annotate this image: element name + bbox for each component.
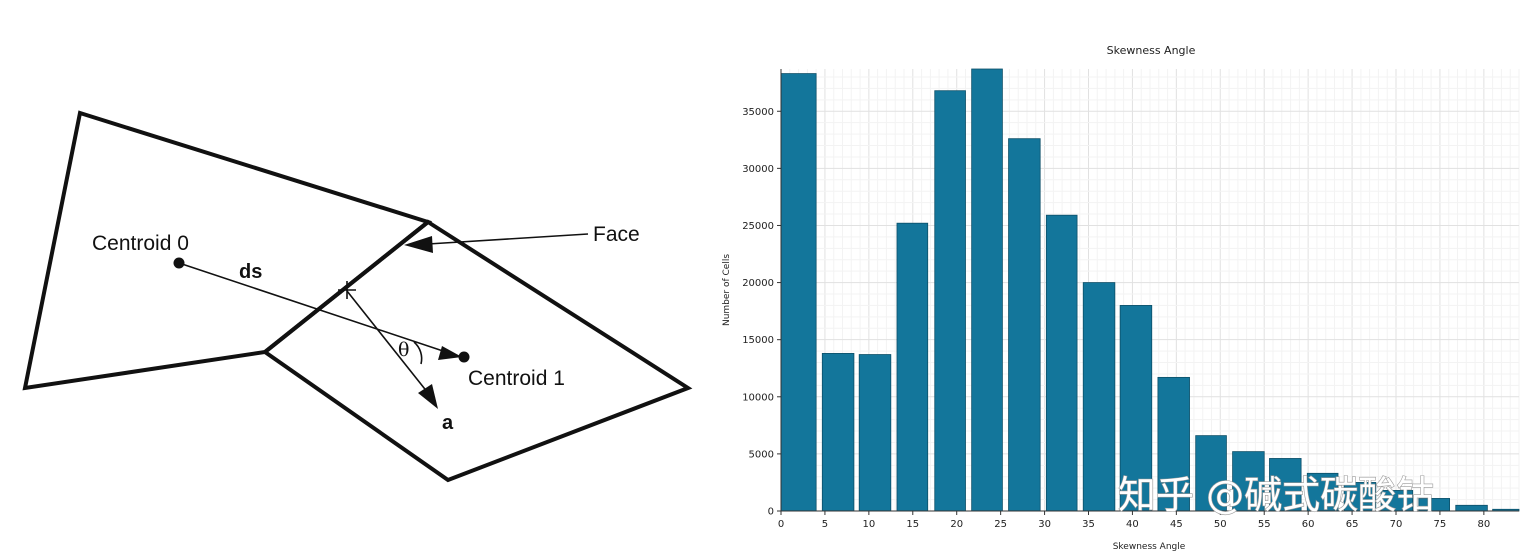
y-tick-labels: 0 5000 10000 15000 20000 25000 30000 35000 xyxy=(742,107,781,518)
y-tick-label: 15000 xyxy=(742,335,774,346)
x-tick-label: 70 xyxy=(1390,519,1403,530)
x-tick-label: 60 xyxy=(1302,519,1315,530)
x-tick-label: 20 xyxy=(950,519,963,530)
face-pointer-line xyxy=(427,233,589,245)
histogram-bar-14 xyxy=(1306,472,1339,512)
a-arrowhead xyxy=(418,384,438,409)
x-tick-label: 0 xyxy=(778,519,784,530)
histogram-bar-8 xyxy=(1082,282,1116,512)
x-tick-label: 30 xyxy=(1038,519,1051,530)
histogram-bar-2 xyxy=(858,354,892,512)
centroid-0-label: Centroid 0 xyxy=(92,232,189,255)
theta-label: θ xyxy=(398,339,409,361)
y-tick-label: 10000 xyxy=(742,392,774,403)
x-tick-label: 80 xyxy=(1477,519,1490,530)
watermark-text: 知乎 @碱式碳酸钴 xyxy=(1118,473,1434,517)
histogram-bar-7 xyxy=(1045,214,1078,512)
ds-vector-line xyxy=(178,262,459,357)
y-tick-label: 30000 xyxy=(742,164,774,175)
face-label: Face xyxy=(593,223,640,246)
histogram-bar-10 xyxy=(1157,376,1190,512)
centroid-1-dot xyxy=(458,351,470,363)
x-tick-label: 75 xyxy=(1434,519,1447,530)
histogram-bar-11 xyxy=(1195,435,1227,512)
x-tick-labels: 0 5 10 15 20 25 30 35 40 45 50 55 60 65 70 75 80 xyxy=(778,511,1490,530)
a-vector-line xyxy=(346,290,433,399)
y-tick-label: 25000 xyxy=(742,221,774,232)
y-tick-label: 0 xyxy=(768,507,774,518)
histogram-bar-15 xyxy=(1343,482,1377,512)
x-tick-label: 55 xyxy=(1258,519,1271,530)
cell-0-polygon xyxy=(22,110,433,391)
cell-1-polygon xyxy=(261,219,693,483)
histogram-bar-5 xyxy=(971,68,1003,512)
x-tick-label: 65 xyxy=(1346,519,1359,530)
centroid-1-label: Centroid 1 xyxy=(468,367,565,390)
x-tick-label: 45 xyxy=(1170,519,1183,530)
y-tick-label: 20000 xyxy=(742,278,774,289)
centroid-0-dot xyxy=(173,257,185,269)
a-label: a xyxy=(442,412,454,434)
x-tick-label: 35 xyxy=(1082,519,1095,530)
x-tick-label: 5 xyxy=(822,519,828,530)
y-tick-label: 5000 xyxy=(749,449,774,460)
histogram-bar-6 xyxy=(1008,138,1041,512)
chart-bars xyxy=(780,68,1520,512)
histogram-bar-4 xyxy=(934,90,966,512)
y-tick-label: 35000 xyxy=(742,107,774,118)
histogram-bar-3 xyxy=(896,222,929,512)
histogram-bar-0 xyxy=(780,73,817,512)
skewness-diagram: Centroid 0 Centroid 1 Face ds a θ xyxy=(22,110,693,483)
histogram-chart: Skewness Angle 0 5 10 15 20 25 30 35 40 45 50 55 60 6… xyxy=(722,44,1520,552)
face-center-marker xyxy=(338,281,356,299)
x-tick-label: 10 xyxy=(862,519,875,530)
theta-arc xyxy=(413,341,423,365)
ds-arrowhead xyxy=(438,346,462,360)
x-tick-label: 25 xyxy=(994,519,1007,530)
histogram-bar-9 xyxy=(1119,305,1153,512)
y-axis-label: Number of Cells xyxy=(722,254,732,326)
x-axis-label: Skewness Angle xyxy=(1113,542,1186,552)
histogram-bar-18 xyxy=(1455,504,1488,512)
x-tick-label: 50 xyxy=(1214,519,1227,530)
chart-title: Skewness Angle xyxy=(1107,44,1196,57)
face-pointer-arrowhead xyxy=(404,236,433,253)
ds-label: ds xyxy=(239,261,262,283)
x-tick-label: 15 xyxy=(906,519,919,530)
histogram-bar-1 xyxy=(821,352,855,512)
x-tick-label: 40 xyxy=(1126,519,1139,530)
